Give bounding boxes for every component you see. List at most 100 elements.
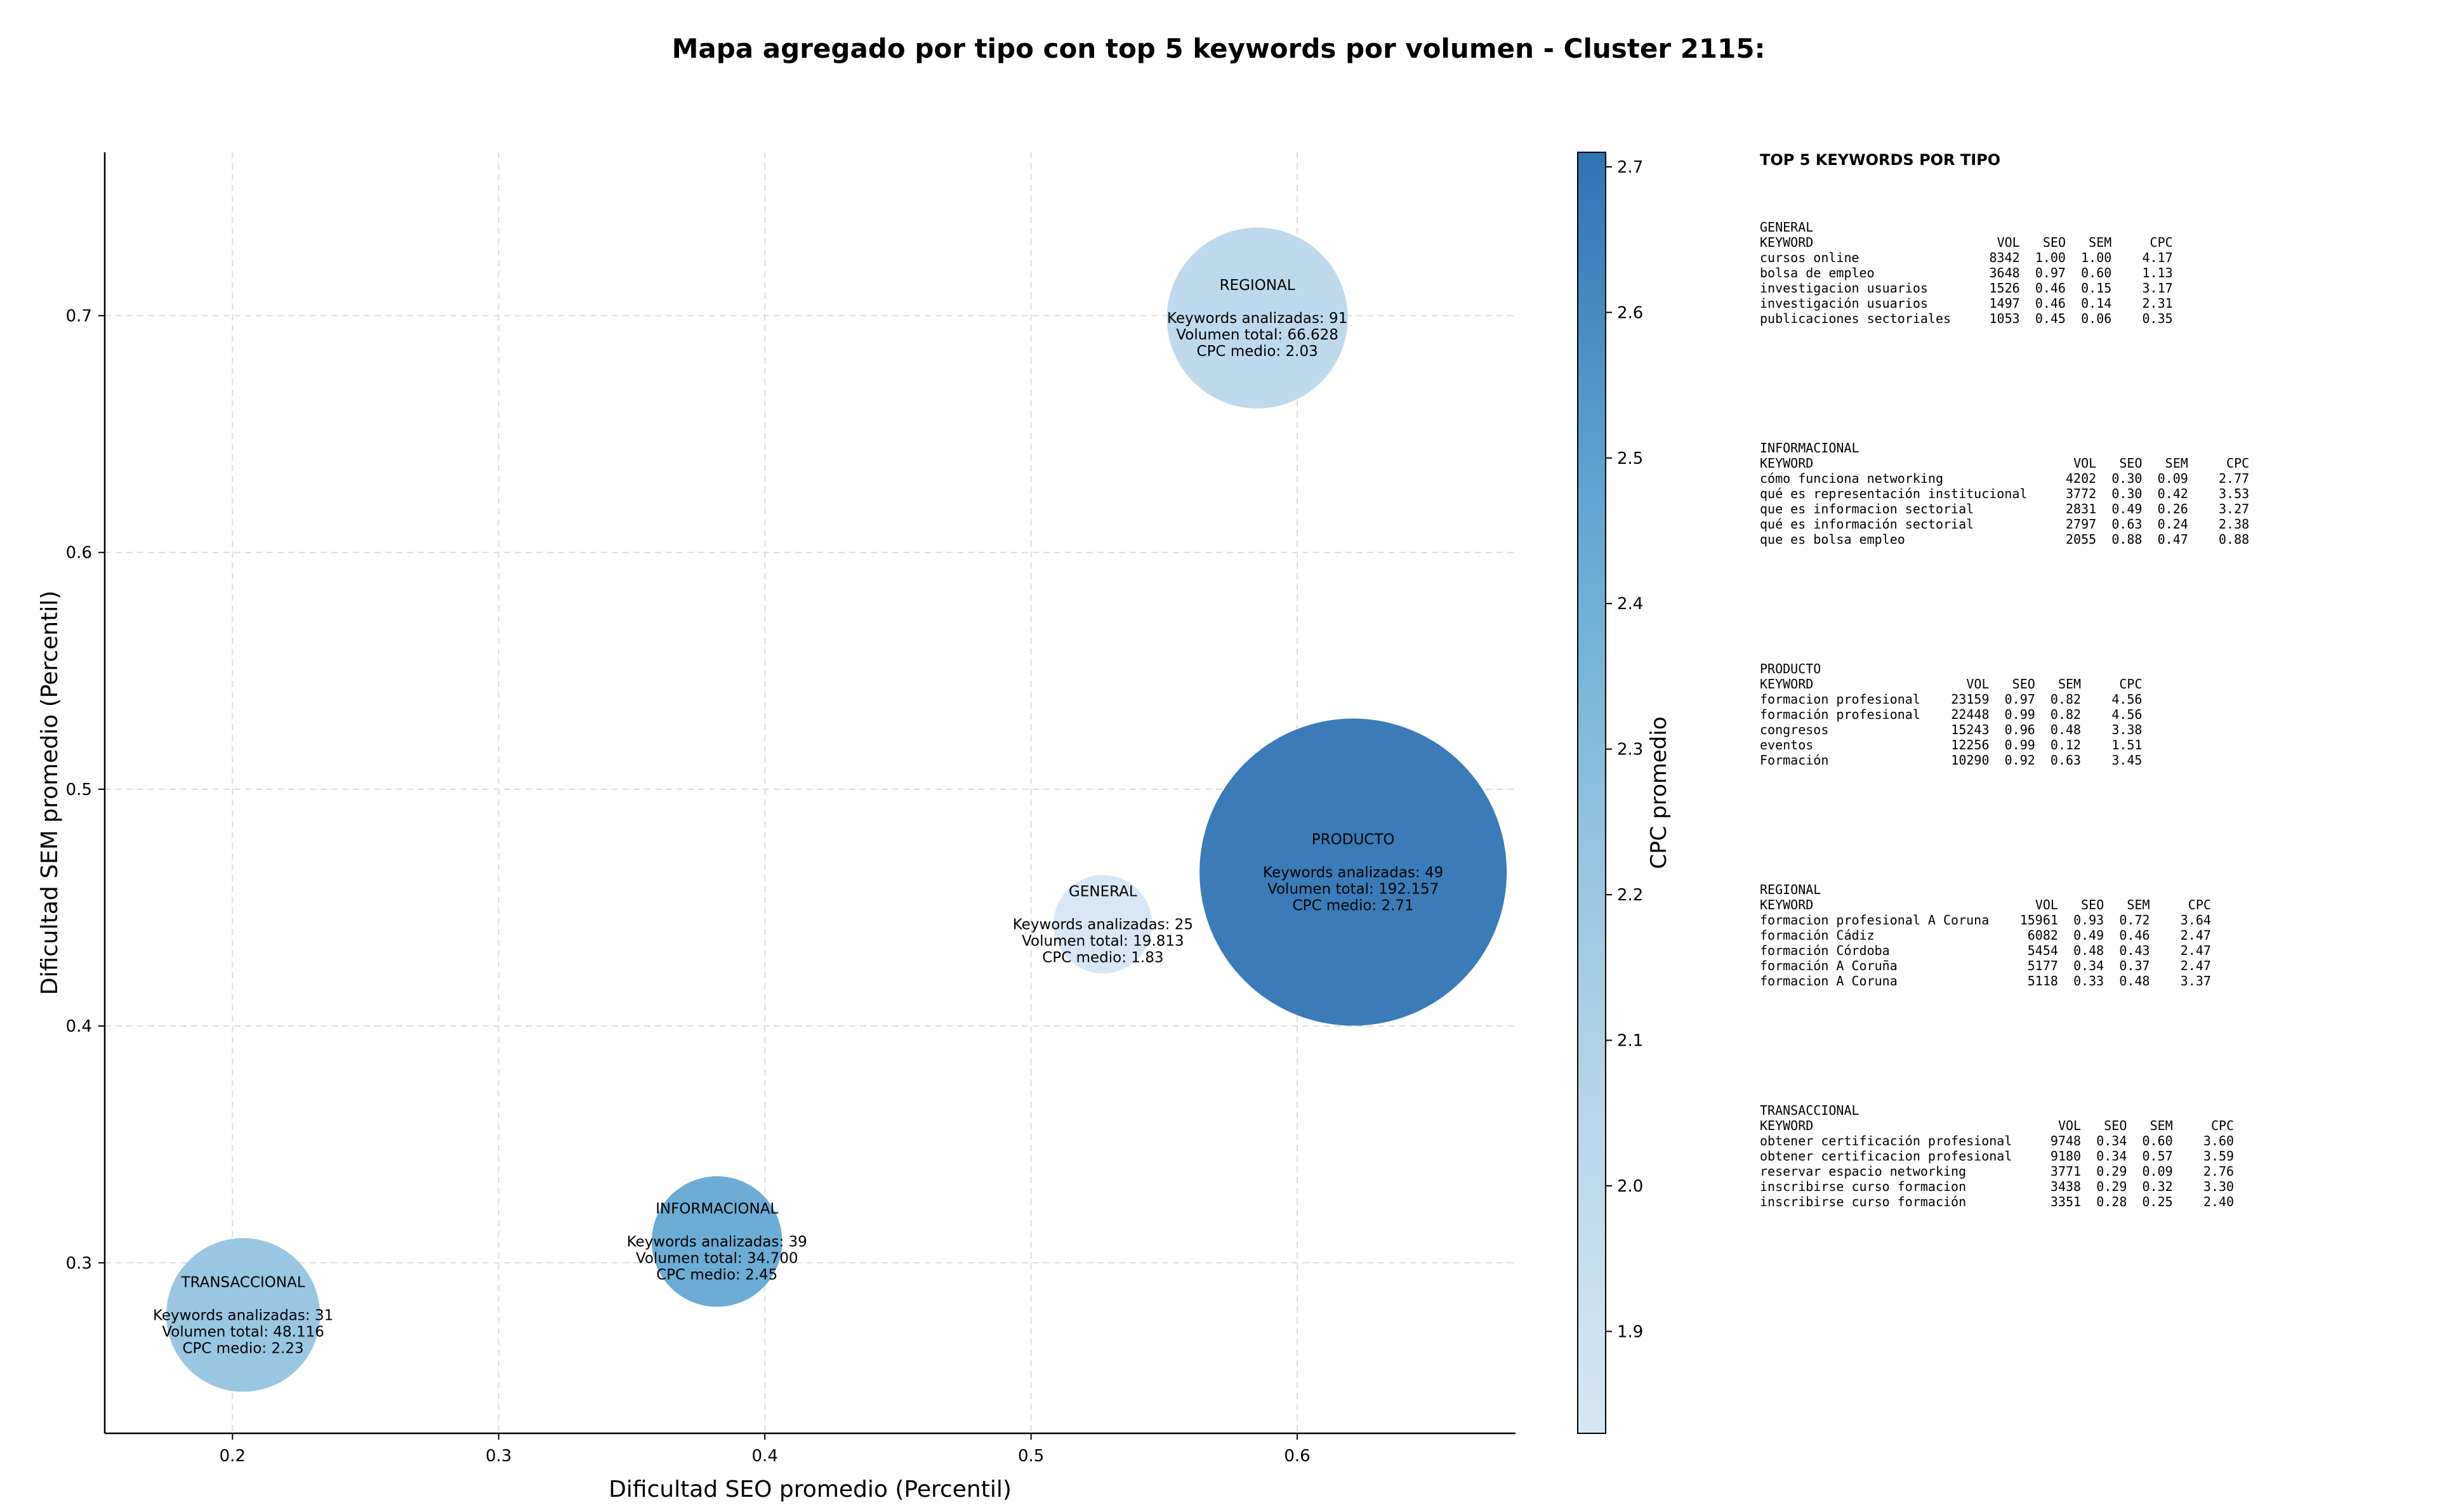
value-cell: 3.59 (2203, 1148, 2235, 1164)
value-cell: 0.48 (2050, 722, 2082, 737)
value-cell: 3648 (1989, 265, 2020, 280)
keyword-row: investigación usuarios 1497 0.46 0.14 2.31 (1760, 296, 2420, 311)
value-cell: SEM (2057, 676, 2082, 692)
bubble-label-line: Volumen total: 19.813 (1022, 933, 1184, 950)
keyword-group-name: PRODUCTO (1760, 661, 1821, 676)
value-cell: 15961 (2019, 912, 2058, 928)
bubble-label-line: CPC medio: 2.23 (183, 1340, 304, 1357)
keyword-row: formación profesional 22448 0.99 0.82 4.56 (1760, 707, 2420, 722)
keyword-group-name: GENERAL (1760, 220, 1814, 235)
x-axis-label: Dificultad SEO promedio (Percentil) (609, 1476, 1012, 1502)
value-cell: 0.09 (2142, 1164, 2173, 1179)
colorbar-tick-label: 2.1 (1617, 1032, 1643, 1051)
keyword-row: inscribirse curso formacion 3438 0.29 0.32 3… (1760, 1179, 2420, 1194)
keyword-cell: publicaciones sectoriales (1760, 311, 1952, 326)
value-cell: 3.30 (2203, 1179, 2235, 1194)
value-cell: 0.46 (2035, 280, 2066, 296)
value-cell: 2.47 (2180, 958, 2211, 973)
value-cell: 0.92 (2004, 753, 2035, 768)
bubble-label-line: Keywords analizadas: 49 (1263, 865, 1443, 881)
bubble-general (1053, 874, 1152, 974)
value-cell: 0.93 (2073, 912, 2104, 928)
value-cell: VOL (2073, 456, 2097, 471)
keyword-row: investigacion usuarios 1526 0.46 0.15 3.17 (1760, 280, 2420, 296)
value-cell: 0.97 (2035, 265, 2066, 280)
bubble-label-line: Volumen total: 66.628 (1176, 327, 1338, 343)
value-cell: 22448 (1951, 707, 1990, 722)
keyword-cell: KEYWORD (1760, 676, 1814, 692)
y-tick-label: 0.7 (66, 307, 92, 326)
value-cell: 0.34 (2096, 1148, 2127, 1164)
keyword-cell: qué es información sectorial (1760, 516, 1974, 532)
value-cell: 2.38 (2219, 516, 2250, 532)
value-cell: 0.88 (2111, 532, 2143, 547)
value-cell: 4202 (2066, 471, 2097, 486)
x-tick-label: 0.4 (752, 1447, 778, 1466)
colorbar: 1.9 2.0 2.1 2.2 2.3 2.4 2.5 2.6 2.7 CPC promedio (1577, 152, 1672, 1434)
value-cell: VOL (2057, 1118, 2082, 1133)
keyword-cell: formación Cádiz (1760, 928, 1875, 943)
keyword-row: publicaciones sectoriales 1053 0.45 0.06 0.3… (1760, 311, 2420, 326)
keyword-row: eventos 12256 0.99 0.12 1.51 (1760, 737, 2420, 753)
value-cell: 0.88 (2219, 532, 2250, 547)
value-cell: CPC (2119, 676, 2143, 692)
value-cell: 5118 (2027, 973, 2058, 989)
bubble-label-line: Keywords analizadas: 39 (627, 1234, 807, 1251)
value-cell: 3.60 (2203, 1133, 2235, 1148)
value-cell: 15243 (1951, 722, 1990, 737)
keyword-cell: cursos online (1760, 250, 1859, 265)
value-cell: 3772 (2066, 486, 2097, 501)
keyword-group-regional: REGIONAL KEYWORD VOL SEO SEM CPC formacion pro… (1760, 882, 2420, 989)
colorbar-tick-label: 2.3 (1617, 740, 1643, 759)
keyword-cell: formacion profesional A Coruna (1760, 912, 1990, 928)
y-tick-label: 0.6 (66, 544, 92, 563)
bubble-label-line: Volumen total: 34.700 (636, 1251, 798, 1267)
value-cell: 3.53 (2219, 486, 2250, 501)
keyword-row: cómo funciona networking 4202 0.30 0.09 2.77 (1760, 471, 2420, 486)
value-cell: 5454 (2027, 943, 2058, 958)
value-cell: CPC (2210, 1118, 2235, 1133)
value-cell: 0.96 (2004, 722, 2035, 737)
value-cell: 1497 (1989, 296, 2020, 311)
keyword-cell: Formación (1760, 753, 1829, 768)
keyword-row: formacion A Coruna 5118 0.33 0.48 3.37 (1760, 973, 2420, 989)
colorbar-tick-label: 2.5 (1617, 449, 1643, 468)
keyword-row: obtener certificación profesional 9748 0.3… (1760, 1133, 2420, 1148)
value-cell: 0.82 (2050, 707, 2082, 722)
value-cell: 1.51 (2111, 737, 2143, 753)
y-tick-label: 0.5 (66, 780, 92, 799)
value-cell: 0.25 (2142, 1194, 2173, 1209)
colorbar-tick-label: 2.2 (1617, 886, 1643, 905)
value-cell: 3.64 (2180, 912, 2211, 928)
value-cell: 2055 (2066, 532, 2097, 547)
value-cell: 2.40 (2203, 1194, 2235, 1209)
keyword-group-name: INFORMACIONAL (1760, 440, 1859, 456)
value-cell: 0.28 (2096, 1194, 2127, 1209)
x-tick-label: 0.5 (1018, 1447, 1044, 1466)
value-cell: 0.46 (2035, 296, 2066, 311)
keyword-row: que es bolsa empleo 2055 0.88 0.47 0.88 (1760, 532, 2420, 547)
value-cell: SEO (2119, 456, 2143, 471)
value-cell: 3.37 (2180, 973, 2211, 989)
bubble-label-line: GENERAL (1069, 884, 1137, 900)
y-tick-label: 0.3 (66, 1254, 92, 1273)
value-cell: CPC (2226, 456, 2250, 471)
value-cell: 5177 (2027, 958, 2058, 973)
value-cell: 2.31 (2142, 296, 2173, 311)
value-cell: 0.57 (2142, 1148, 2173, 1164)
value-cell: 0.29 (2096, 1164, 2127, 1179)
keyword-cell: KEYWORD (1760, 1118, 1814, 1133)
keyword-row: inscribirse curso formación 3351 0.28 0.25 2… (1760, 1194, 2420, 1209)
keyword-cell: que es informacion sectorial (1760, 501, 1974, 516)
value-cell: 0.45 (2035, 311, 2066, 326)
value-cell: 1.13 (2142, 265, 2173, 280)
value-cell: 0.49 (2111, 501, 2143, 516)
keyword-cell: obtener certificacion profesional (1760, 1148, 2012, 1164)
value-cell: 0.37 (2119, 958, 2150, 973)
keyword-cell: eventos (1760, 737, 1814, 753)
keyword-header-row: KEYWORD VOL SEO SEM CPC (1760, 676, 2420, 692)
keyword-group-name: REGIONAL (1760, 882, 1821, 897)
keyword-cell: investigacion usuarios (1760, 280, 1928, 296)
keyword-row: Formación 10290 0.92 0.63 3.45 (1760, 753, 2420, 768)
